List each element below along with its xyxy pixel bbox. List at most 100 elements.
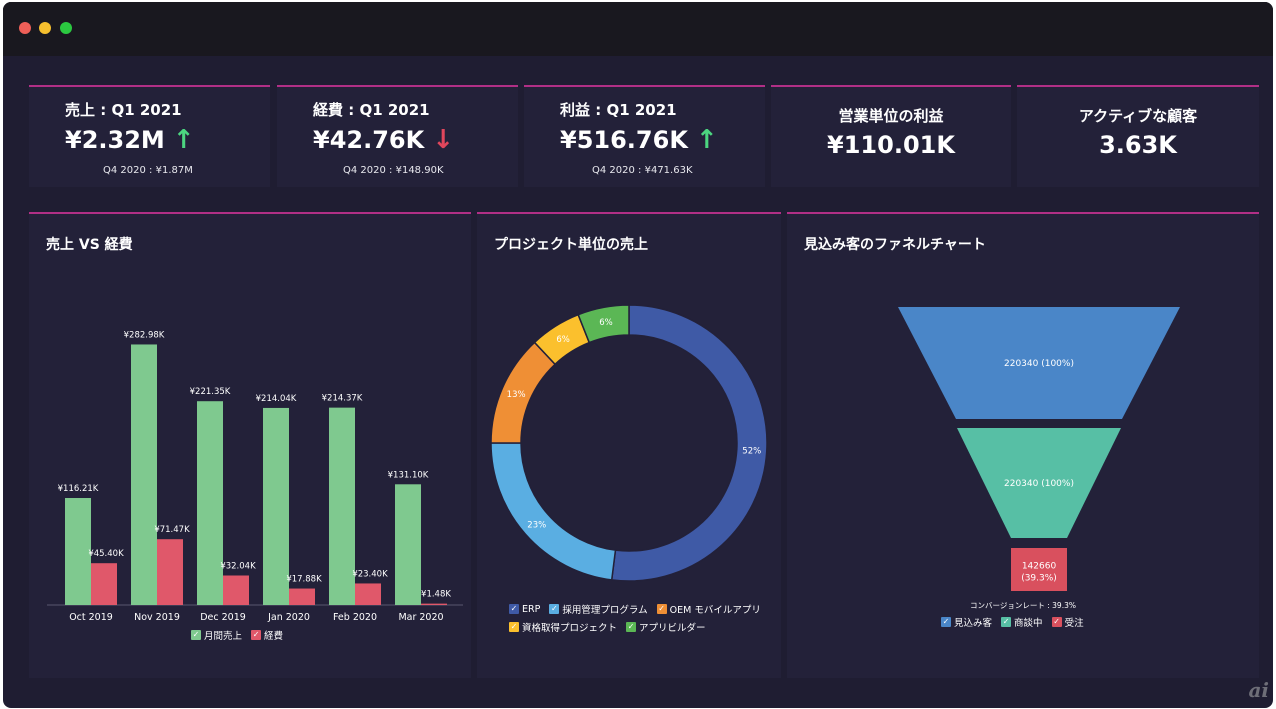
kpi-previous: Q4 2020 : ¥148.90K [343, 165, 444, 176]
slice-label: 23% [527, 520, 546, 530]
kpi-title: 利益 : Q1 2021 [560, 101, 677, 119]
legend-item-sales[interactable]: ✓ 月間売上 [191, 628, 242, 642]
legend-label: 採用管理プログラム [562, 605, 648, 616]
funnel-value-label: 220340 (100%) [1004, 479, 1074, 489]
legend-label: 受注 [1064, 618, 1084, 629]
maximize-window-button[interactable] [60, 22, 72, 34]
donut-slice-app-builder[interactable] [577, 304, 630, 344]
project-sales-panel: プロジェクト単位の売上 52% 23% 13% 6% 6% ✓ ERP ✓ 採用管理プログラ… [477, 212, 781, 678]
bar-value-label: ¥71.47K [154, 525, 190, 535]
kpi-card-operating-profit[interactable]: 営業単位の利益 ¥110.01K [771, 85, 1011, 187]
kpi-card-active-customers[interactable]: アクティブな顧客 3.63K [1017, 85, 1259, 187]
bar-sales[interactable] [197, 401, 223, 605]
legend-item-leads[interactable]: ✓ 見込み客 [941, 615, 992, 629]
legend-item-negotiating[interactable]: ✓ 商談中 [1001, 615, 1043, 629]
donut-slice-recruiting[interactable] [490, 442, 617, 581]
kpi-value: 3.63K [1099, 131, 1177, 159]
lead-funnel-panel: 見込み客のファネルチャート 220340 (100%) 220340 (100%)… [787, 212, 1259, 678]
bar-sales[interactable] [263, 407, 289, 605]
bar-chart: ¥116.21K ¥45.40K Oct 2019 ¥282.98K ¥71.47K No… [47, 330, 463, 623]
check-icon: ✓ [1051, 617, 1062, 627]
dashboard-window: 売上 : Q1 2021 ¥2.32M ↑ Q4 2020 : ¥1.87M 経費… [3, 2, 1273, 708]
arrow-down-icon: ↓ [432, 125, 455, 155]
check-icon: ✓ [656, 604, 667, 614]
legend-label: アプリビルダー [639, 623, 706, 634]
legend-label: 商談中 [1014, 618, 1043, 629]
bar-value-label: ¥131.10K [388, 470, 429, 480]
conversion-rate: コンバージョンレート : 39.3% [970, 601, 1076, 610]
slice-label: 6% [599, 318, 613, 328]
bar-expenses[interactable] [421, 603, 447, 605]
bar-expenses[interactable] [91, 563, 117, 605]
legend-label: 経費 [264, 631, 284, 642]
legend-label: 見込み客 [954, 618, 993, 629]
funnel-stage-negotiating[interactable] [957, 428, 1121, 538]
x-tick-label: Nov 2019 [134, 612, 180, 623]
kpi-value-text: ¥2.32M [65, 126, 165, 154]
x-tick-label: Oct 2019 [69, 612, 113, 623]
bar-value-label: ¥17.88K [286, 575, 322, 585]
kpi-title: アクティブな顧客 [1078, 107, 1198, 125]
check-icon: ✓ [191, 630, 201, 640]
bar-expenses[interactable] [223, 575, 249, 605]
legend-label: 資格取得プロジェクト [522, 623, 618, 634]
donut-legend-row1: ✓ ERP ✓ 採用管理プログラム ✓ OEM モバイルアプリ [509, 602, 767, 616]
bar-sales[interactable] [395, 484, 421, 605]
kpi-previous: Q4 2020 : ¥471.63K [592, 165, 693, 176]
legend-item-recruiting[interactable]: ✓ 採用管理プログラム [549, 602, 648, 616]
legend-label: OEM モバイルアプリ [669, 605, 761, 616]
legend-item-oem-mobile[interactable]: ✓ OEM モバイルアプリ [656, 602, 761, 616]
legend-item-expenses[interactable]: ✓ 経費 [251, 628, 283, 642]
kpi-card-profit[interactable]: 利益 : Q1 2021 ¥516.76K ↑ Q4 2020 : ¥471.63… [524, 85, 765, 187]
bar-sales[interactable] [329, 407, 355, 605]
bar-legend: ✓ 月間売上 ✓ 経費 [191, 628, 289, 642]
kpi-card-expenses[interactable]: 経費 : Q1 2021 ¥42.76K ↓ Q4 2020 : ¥148.90K [277, 85, 518, 187]
funnel-value-label: 142660 [1022, 562, 1057, 572]
close-window-button[interactable] [19, 22, 31, 34]
watermark-logo: ai [1248, 678, 1269, 702]
bar-value-label: ¥45.40K [88, 549, 124, 559]
kpi-value-text: ¥42.76K [313, 126, 425, 154]
panel-title: プロジェクト単位の売上 [494, 237, 648, 253]
funnel-value-label: 220340 (100%) [1004, 359, 1074, 369]
check-icon: ✓ [509, 622, 519, 632]
kpi-previous: Q4 2020 : ¥1.87M [103, 165, 193, 176]
bar-sales[interactable] [131, 344, 157, 605]
check-icon: ✓ [626, 622, 637, 632]
bar-value-label: ¥214.37K [322, 394, 363, 404]
bar-expenses[interactable] [157, 539, 183, 605]
legend-item-erp[interactable]: ✓ ERP [509, 604, 540, 615]
funnel-stage-won[interactable] [1011, 548, 1067, 591]
kpi-card-sales[interactable]: 売上 : Q1 2021 ¥2.32M ↑ Q4 2020 : ¥1.87M [29, 85, 270, 187]
funnel-chart: 220340 (100%) 220340 (100%) 142660 (39.3%) [898, 307, 1180, 591]
kpi-title: 売上 : Q1 2021 [65, 101, 182, 119]
legend-item-won[interactable]: ✓ 受注 [1051, 615, 1084, 629]
donut-slice-erp[interactable] [610, 304, 768, 582]
check-icon: ✓ [549, 604, 560, 614]
bar-value-label: ¥23.40K [352, 569, 388, 579]
legend-label: 月間売上 [204, 631, 243, 642]
kpi-value: ¥110.01K [827, 131, 955, 159]
minimize-window-button[interactable] [39, 22, 51, 34]
bar-value-label: ¥282.98K [124, 330, 165, 340]
bar-value-label: ¥116.21K [58, 484, 99, 494]
bar-value-label: ¥1.48K [421, 590, 451, 600]
donut-legend-row2: ✓ 資格取得プロジェクト ✓ アプリビルダー [509, 620, 712, 634]
bar-expenses[interactable] [355, 583, 381, 605]
arrow-up-icon: ↑ [695, 125, 718, 155]
legend-item-certification[interactable]: ✓ 資格取得プロジェクト [509, 620, 617, 634]
title-bar [3, 2, 1273, 56]
funnel-stage-leads[interactable] [898, 307, 1180, 419]
sales-vs-expenses-panel: 売上 VS 経費 ¥116.21K ¥45.40K Oct 2019 ¥282.98K… [29, 212, 471, 678]
x-tick-label: Feb 2020 [333, 612, 377, 623]
legend-item-app-builder[interactable]: ✓ アプリビルダー [626, 620, 706, 634]
funnel-percent-label: (39.3%) [1021, 574, 1057, 584]
donut-chart: 52% 23% 13% 6% 6% [490, 304, 768, 582]
kpi-value-text: ¥516.76K [560, 126, 688, 154]
bar-value-label: ¥214.04K [256, 394, 297, 404]
bar-expenses[interactable] [289, 588, 315, 605]
check-icon: ✓ [509, 604, 519, 614]
panel-title: 見込み客のファネルチャート [804, 237, 986, 253]
slice-label: 13% [507, 390, 526, 400]
bar-sales[interactable] [65, 498, 91, 605]
